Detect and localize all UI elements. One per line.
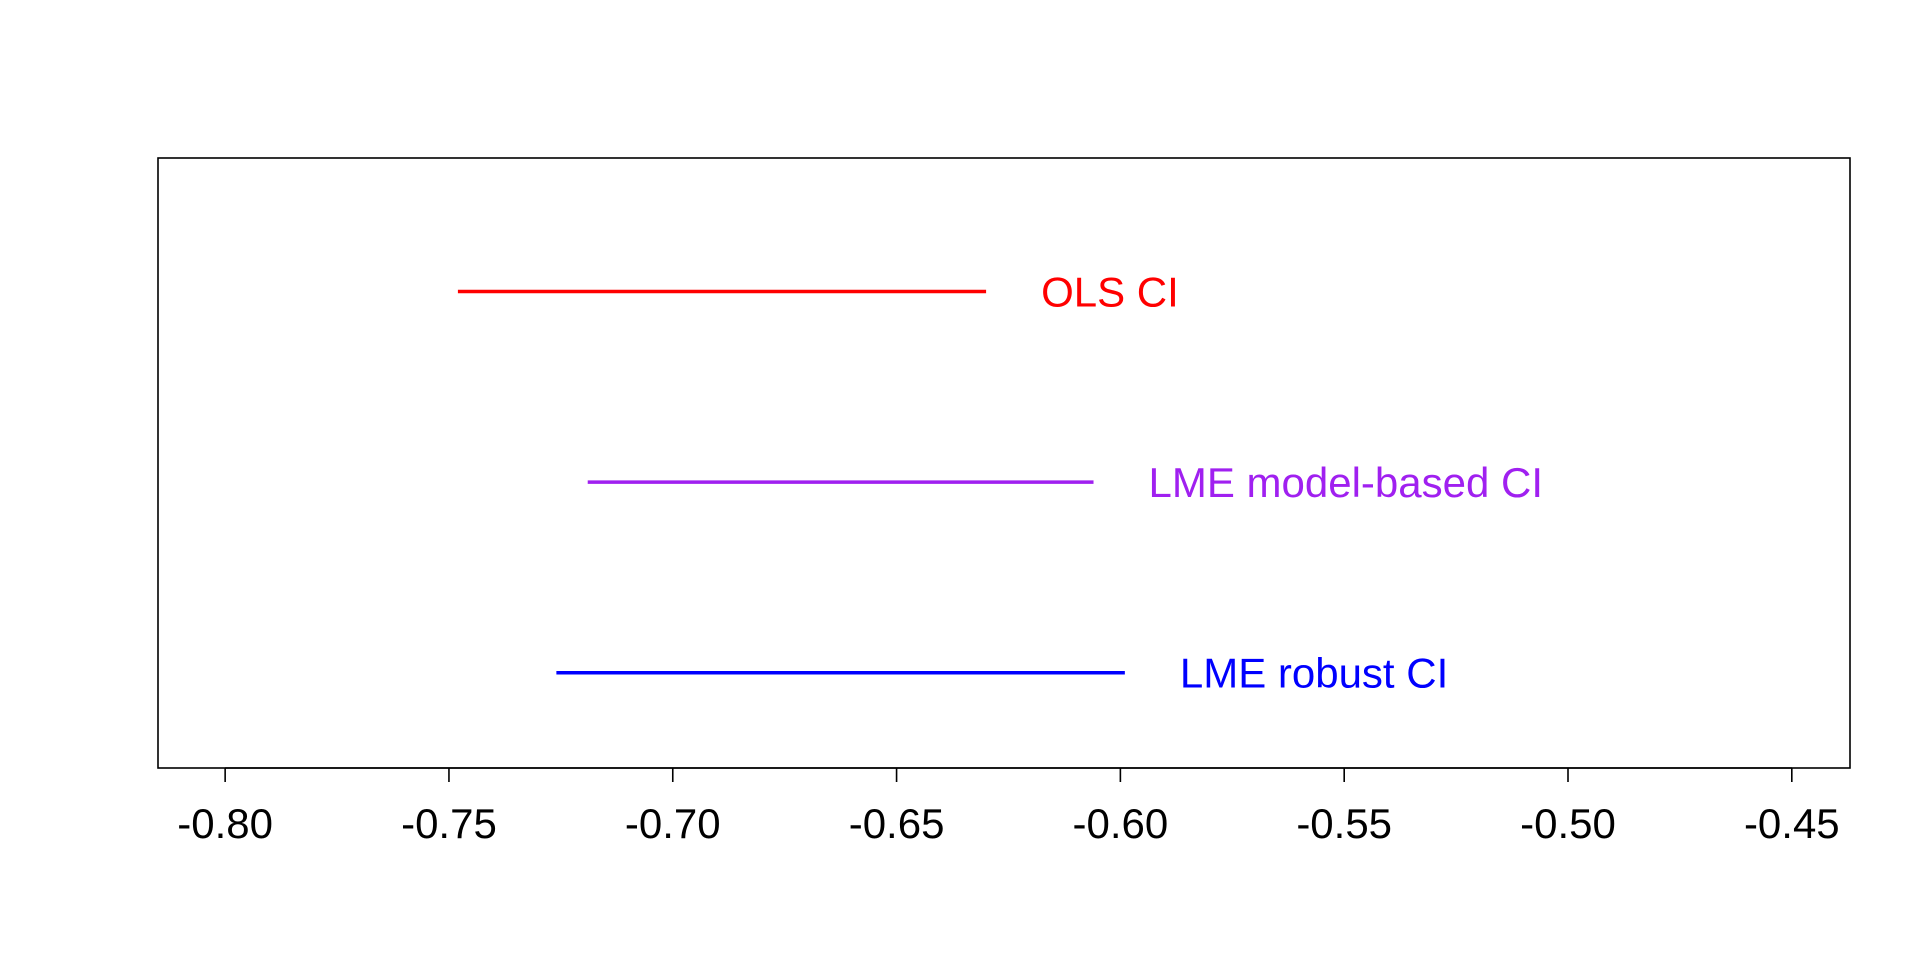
interval-group: OLS CI LME model-based CI LME robust CI xyxy=(457,268,1544,697)
x-tick-label: -0.45 xyxy=(1744,800,1840,847)
ci-label: OLS CI xyxy=(1041,268,1179,315)
x-tick-label: -0.55 xyxy=(1296,800,1392,847)
x-tick-label: -0.50 xyxy=(1520,800,1616,847)
x-axis: -0.80 -0.75 -0.70 -0.65 -0.60 -0.55 -0.50 -0.45 xyxy=(177,767,1840,847)
x-tick-label: -0.65 xyxy=(849,800,945,847)
plot-frame xyxy=(157,157,1851,769)
x-tick-label: -0.60 xyxy=(1073,800,1169,847)
ci-label: LME robust CI xyxy=(1180,650,1448,697)
x-tick-label: -0.70 xyxy=(625,800,721,847)
ci-label: LME model-based CI xyxy=(1149,459,1544,506)
x-tick-label: -0.75 xyxy=(401,800,497,847)
x-tick-label: -0.80 xyxy=(177,800,273,847)
